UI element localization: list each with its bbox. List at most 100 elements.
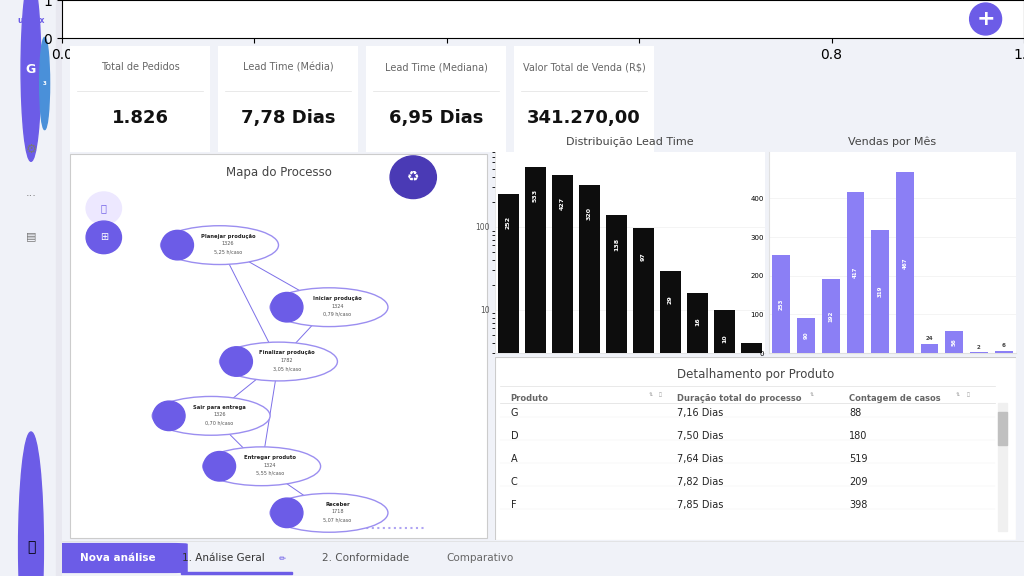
Bar: [552, 175, 573, 576]
Bar: [500, 463, 995, 486]
Bar: [772, 255, 791, 353]
Text: 7,82 Dias: 7,82 Dias: [677, 477, 724, 487]
Text: 1326: 1326: [222, 241, 234, 247]
Text: 7,64 Dias: 7,64 Dias: [677, 454, 724, 464]
Text: 341.270,00: 341.270,00: [527, 109, 641, 127]
Bar: [997, 412, 1008, 445]
Text: 1. Análise Geral: 1. Análise Geral: [182, 553, 265, 563]
Circle shape: [86, 192, 122, 225]
Bar: [498, 194, 519, 576]
Text: 5,07 h/caso: 5,07 h/caso: [324, 517, 351, 522]
Text: ⊞: ⊞: [99, 232, 108, 242]
Text: 192: 192: [828, 310, 834, 321]
Text: Contagem de casos: Contagem de casos: [849, 393, 941, 403]
Bar: [181, 572, 292, 574]
Text: Lead Time (Mediana): Lead Time (Mediana): [385, 62, 487, 72]
Text: 1782: 1782: [281, 358, 293, 363]
Text: G: G: [26, 63, 36, 75]
Circle shape: [271, 293, 303, 322]
Text: 7,50 Dias: 7,50 Dias: [677, 431, 724, 441]
Text: 56: 56: [951, 338, 956, 346]
Text: 0,79 h/caso: 0,79 h/caso: [324, 312, 351, 317]
Text: Finalizar produção: Finalizar produção: [259, 350, 314, 355]
Text: ⚙: ⚙: [26, 143, 37, 156]
Text: Detalhamento por Produto: Detalhamento por Produto: [677, 368, 835, 381]
FancyBboxPatch shape: [47, 544, 187, 573]
Text: Entregar produto: Entregar produto: [244, 455, 296, 460]
Text: G: G: [511, 408, 518, 418]
Text: Comparativo: Comparativo: [446, 553, 514, 563]
Text: 467: 467: [902, 257, 907, 268]
Text: 0,70 h/caso: 0,70 h/caso: [206, 420, 233, 425]
Bar: [633, 228, 654, 576]
Circle shape: [153, 401, 185, 431]
Text: 16: 16: [695, 317, 700, 326]
Text: 97: 97: [641, 252, 646, 261]
Bar: [606, 215, 627, 576]
Circle shape: [204, 452, 236, 481]
Bar: [945, 331, 964, 353]
Text: 1718: 1718: [331, 509, 344, 514]
Bar: [822, 279, 840, 353]
Text: ⇅: ⇅: [956, 392, 961, 397]
Bar: [525, 166, 546, 576]
Title: Vendas por Mês: Vendas por Mês: [849, 137, 937, 147]
Bar: [660, 271, 681, 576]
Text: 1324: 1324: [331, 304, 344, 309]
Text: 🎧: 🎧: [27, 540, 35, 554]
Bar: [997, 403, 1008, 531]
Ellipse shape: [219, 342, 338, 381]
Text: ···: ···: [26, 191, 37, 201]
Text: Nova análise: Nova análise: [80, 553, 155, 563]
Bar: [994, 351, 1013, 353]
Text: 2: 2: [977, 345, 981, 350]
Bar: [847, 192, 864, 353]
Text: 3: 3: [43, 81, 46, 86]
Text: 10: 10: [722, 334, 727, 343]
Text: ←  /  Menu (11.O2C Order to Cash)  /  Análise: ← / Menu (11.O2C Order to Cash) / Anális…: [72, 14, 291, 24]
Text: ⇅: ⇅: [810, 392, 814, 397]
Text: Receber: Receber: [325, 502, 350, 507]
Bar: [797, 318, 815, 353]
FancyBboxPatch shape: [69, 45, 211, 153]
Text: A: A: [511, 454, 517, 464]
Bar: [55, 0, 62, 576]
Text: 4: 4: [749, 369, 754, 374]
Text: 29: 29: [668, 295, 673, 305]
Circle shape: [970, 3, 1001, 35]
Bar: [687, 293, 708, 576]
Ellipse shape: [270, 288, 388, 327]
Bar: [714, 310, 735, 576]
Text: 👁: 👁: [100, 203, 106, 213]
Text: ▤: ▤: [26, 231, 36, 241]
Circle shape: [271, 498, 303, 528]
Bar: [896, 172, 913, 353]
Text: 7,85 Dias: 7,85 Dias: [677, 500, 724, 510]
Text: 2. Conformidade: 2. Conformidade: [322, 553, 409, 563]
Ellipse shape: [270, 494, 388, 532]
Text: F: F: [511, 500, 516, 510]
Text: Valor Total de Venda (R$): Valor Total de Venda (R$): [522, 62, 645, 72]
Text: 24: 24: [926, 336, 933, 342]
Title: Distribuição Lead Time: Distribuição Lead Time: [566, 137, 694, 147]
FancyBboxPatch shape: [513, 45, 655, 153]
Text: Sair para entrega: Sair para entrega: [194, 405, 246, 410]
Text: 88: 88: [849, 408, 861, 418]
Text: 427: 427: [560, 197, 565, 210]
Circle shape: [390, 156, 436, 199]
Circle shape: [86, 221, 122, 253]
Bar: [579, 185, 600, 576]
Circle shape: [18, 432, 43, 576]
Ellipse shape: [203, 447, 321, 486]
FancyBboxPatch shape: [365, 45, 508, 153]
Text: 533: 533: [534, 189, 538, 202]
Text: 252: 252: [506, 216, 511, 229]
Text: 90: 90: [804, 332, 809, 339]
Text: 7,16 Dias: 7,16 Dias: [677, 408, 724, 418]
Text: ♻: ♻: [407, 170, 420, 184]
Text: Mapa do Processo: Mapa do Processo: [225, 165, 332, 179]
Text: 5,25 h/caso: 5,25 h/caso: [214, 249, 242, 255]
Bar: [500, 418, 995, 440]
Text: D: D: [511, 431, 518, 441]
Text: +: +: [976, 9, 995, 29]
